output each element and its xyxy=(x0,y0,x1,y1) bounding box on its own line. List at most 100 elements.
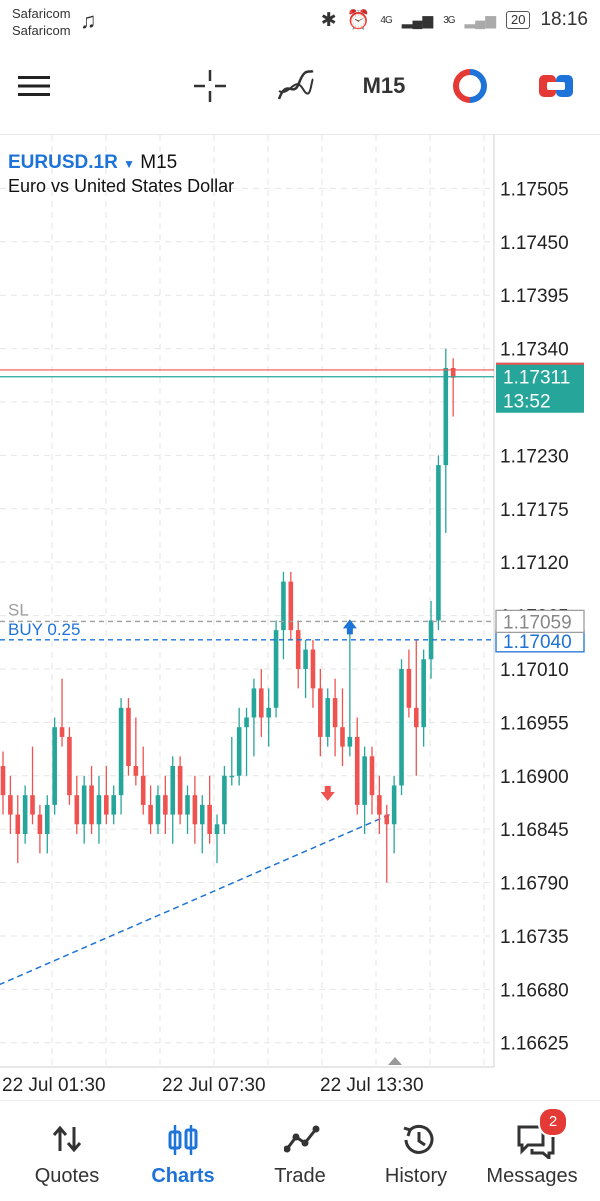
candle-body xyxy=(22,795,28,834)
chart-grid xyxy=(0,135,494,1067)
candle-body xyxy=(44,804,50,834)
candle-body xyxy=(52,727,57,805)
candle-body xyxy=(443,368,449,466)
signal-icon-2: ▂▄▆ xyxy=(464,11,496,28)
price-tick-label: 1.17010 xyxy=(500,660,569,681)
candle-body xyxy=(155,795,161,825)
price-tick-label: 1.17230 xyxy=(500,446,569,467)
candle-body xyxy=(413,707,419,728)
bottom-navigation: Quotes Charts Trade History 2 Messages xyxy=(0,1100,600,1201)
current-price-label: 1.17311 xyxy=(503,368,570,389)
hamburger-icon xyxy=(18,76,50,96)
price-tick-label: 1.16900 xyxy=(500,767,569,788)
candle-body xyxy=(288,581,294,631)
time-tick-label: 22 Jul 13:30 xyxy=(320,1075,424,1096)
indicators-button[interactable] xyxy=(276,66,316,106)
sl-price-label: 1.17059 xyxy=(503,612,572,633)
price-tick-label: 1.16790 xyxy=(500,874,569,895)
alarm-icon: ⏰ xyxy=(346,10,371,31)
candle-body xyxy=(104,795,109,815)
candle-body xyxy=(436,465,441,621)
candle-body xyxy=(170,766,176,815)
quotes-icon xyxy=(52,1125,82,1153)
price-chart[interactable]: 1.175051.174501.173951.173401.172851.172… xyxy=(0,135,600,1101)
buy-arrow-icon xyxy=(342,619,357,635)
candle-body xyxy=(318,688,323,737)
one-click-trading-icon xyxy=(453,69,487,103)
price-tick-label: 1.16955 xyxy=(500,713,569,734)
price-tick-label: 1.16735 xyxy=(500,927,569,948)
candle-body xyxy=(406,668,412,708)
candle-body xyxy=(384,814,390,825)
symbol-description: Euro vs United States Dollar xyxy=(8,176,235,196)
nav-history[interactable]: History xyxy=(356,1101,476,1201)
price-tick-label: 1.17175 xyxy=(500,500,569,521)
sl-price-box xyxy=(495,609,585,634)
candle-body xyxy=(185,795,190,815)
candle-body xyxy=(15,814,21,834)
candle-body xyxy=(450,368,456,378)
charts-icon xyxy=(168,1125,198,1155)
candle-body xyxy=(362,756,367,805)
current-price-box xyxy=(496,362,584,413)
ask-marker xyxy=(496,362,584,365)
nav-charts[interactable]: Charts xyxy=(123,1101,243,1201)
nav-trade[interactable]: Trade xyxy=(240,1101,360,1201)
candles xyxy=(0,348,456,883)
candle-body xyxy=(428,620,434,660)
chart-timeframe: M15 xyxy=(140,152,178,173)
candle-body xyxy=(214,824,220,834)
price-tick-label: 1.16845 xyxy=(500,820,569,841)
nav-quotes[interactable]: Quotes xyxy=(7,1101,127,1201)
symbol-name[interactable]: EURUSD.1R xyxy=(8,152,118,173)
candle-body xyxy=(126,707,131,767)
price-tick-label: 1.17450 xyxy=(500,233,569,254)
indicators-icon xyxy=(277,69,314,100)
candle-body xyxy=(163,795,168,815)
one-click-trading-button[interactable] xyxy=(450,66,490,106)
candle-body xyxy=(177,766,183,815)
sell-arrow-icon xyxy=(320,786,335,802)
candle-body xyxy=(325,698,331,737)
candle-body xyxy=(0,766,6,796)
candle-body xyxy=(118,707,124,796)
candle-body xyxy=(354,736,360,805)
candle-body xyxy=(399,668,404,786)
messages-badge: 2 xyxy=(538,1107,568,1137)
buy-price-label: 1.17040 xyxy=(503,632,572,653)
candle-body xyxy=(332,698,338,728)
menu-button[interactable] xyxy=(14,66,54,106)
candle-body xyxy=(111,795,116,815)
price-tick-label: 1.17340 xyxy=(500,340,569,361)
candle-body xyxy=(222,775,227,825)
chart-shift-icon xyxy=(388,1057,402,1065)
chart-area[interactable]: 1.175051.174501.173951.173401.172851.172… xyxy=(0,134,600,1101)
time-tick-label: 22 Jul 07:30 xyxy=(162,1075,266,1096)
price-tick-label: 1.17395 xyxy=(500,286,569,307)
carrier-1: Safaricom xyxy=(12,6,71,21)
timeframe-button[interactable]: M15 xyxy=(362,73,406,98)
nav-charts-label: Charts xyxy=(151,1165,215,1187)
sl-label: SL xyxy=(8,600,29,619)
symbol-header[interactable]: EURUSD.1R ▼ M15 xyxy=(8,152,177,174)
candle-body xyxy=(391,785,397,825)
music-note-icon: ♫ xyxy=(80,8,97,33)
trade-chart-icon xyxy=(284,1125,320,1153)
trade-button[interactable] xyxy=(536,66,576,106)
candle-body xyxy=(369,756,375,796)
trendline xyxy=(0,811,395,986)
battery-icon: 20 xyxy=(505,11,531,29)
price-tick-label: 1.16680 xyxy=(500,980,569,1001)
candle-body xyxy=(67,736,72,796)
candle-body xyxy=(59,727,65,737)
crosshair-button[interactable] xyxy=(190,66,230,106)
candle-body xyxy=(192,795,198,825)
candle-body xyxy=(207,804,212,834)
nav-messages[interactable]: 2 Messages xyxy=(472,1101,592,1201)
carrier-2: Safaricom xyxy=(12,23,71,38)
candle-body xyxy=(148,804,153,825)
candle-body xyxy=(251,688,257,718)
nav-quotes-label: Quotes xyxy=(34,1165,100,1187)
price-tick-label: 1.16625 xyxy=(500,1034,569,1055)
symbol-dropdown-icon[interactable]: ▼ xyxy=(123,157,135,171)
